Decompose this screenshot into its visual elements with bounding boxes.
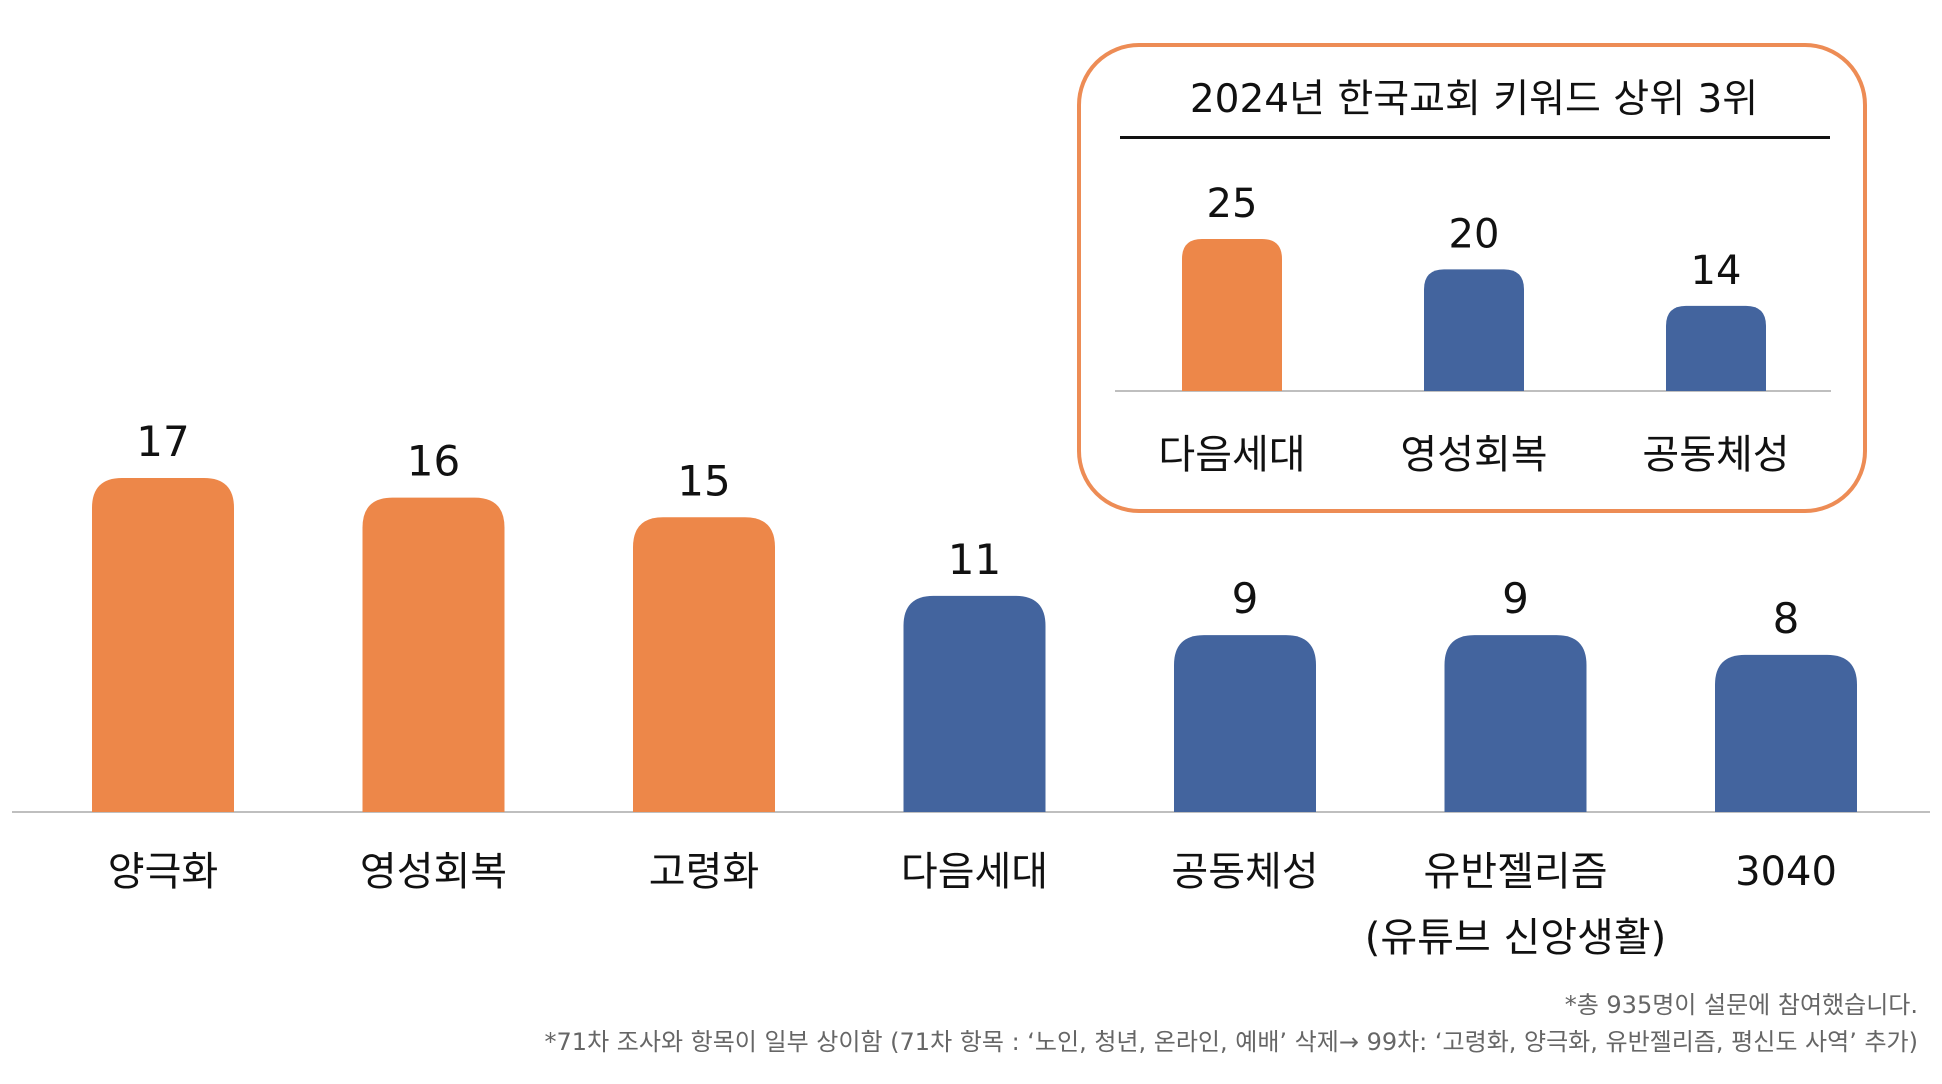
category-label-6-line-2: (유튜브 신앙생활) [1365,915,1667,961]
category-label-4: 다음세대 [901,849,1048,895]
inset-title: 2024년 한국교회 키워드 상위 3위 [1189,77,1759,122]
footnote-participants: *총 935명이 설문에 참여했습니다. [1564,991,1918,1019]
inset-category-label-2: 영성회복 [1400,432,1547,478]
inset-bar-3 [1666,305,1766,391]
bar-7 [1715,654,1857,812]
value-label-7: 8 [1773,594,1800,643]
inset-value-label-3: 14 [1691,248,1742,294]
bar-5 [1174,635,1316,812]
category-label-2: 영성회복 [360,849,507,895]
value-label-2: 16 [407,437,460,486]
value-label-5: 9 [1232,574,1259,623]
inset-bar-chart: 25 다음세대 20 영성회복 14 공동체성 [1115,181,1831,478]
inset-title-underline [1120,136,1830,139]
inset-bar-1 [1182,239,1282,391]
value-label-4: 11 [948,535,1001,584]
category-label-5: 공동체성 [1171,849,1318,895]
category-label-6: 유반젤리즘 [1424,849,1608,895]
main-bar-chart: 17 양극화 16 영성회복 15 고령화 11 다음세대 9 공동체성 9 유반젤리즘 (유튜브 신앙… [12,417,1930,961]
footnote-survey-difference: *71차 조사와 항목이 일부 상이함 (71차 항목 : ‘노인, 청년, 온… [544,1028,1918,1056]
bar-6 [1444,635,1587,812]
category-label-1: 양극화 [108,849,218,895]
value-label-6: 9 [1502,574,1529,623]
inset-bar-2 [1424,269,1524,391]
category-label-7: 3040 [1735,849,1837,895]
category-label-3: 고령화 [649,849,759,895]
inset-value-label-2: 20 [1449,211,1500,257]
bar-1 [92,478,234,812]
inset-category-label-1: 다음세대 [1158,432,1305,478]
value-label-3: 15 [677,456,730,505]
value-label-1: 17 [136,417,189,466]
inset-category-label-3: 공동체성 [1642,432,1789,478]
bar-3 [633,517,775,812]
bar-4 [903,595,1046,812]
bar-2 [362,497,505,812]
inset-value-label-1: 25 [1207,181,1258,227]
